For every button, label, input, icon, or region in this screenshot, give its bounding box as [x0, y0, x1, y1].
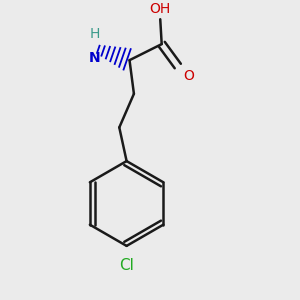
Text: O: O	[184, 69, 194, 83]
Text: Cl: Cl	[119, 258, 134, 273]
Text: H: H	[89, 27, 100, 41]
Text: OH: OH	[150, 2, 171, 16]
Text: N: N	[88, 51, 100, 65]
